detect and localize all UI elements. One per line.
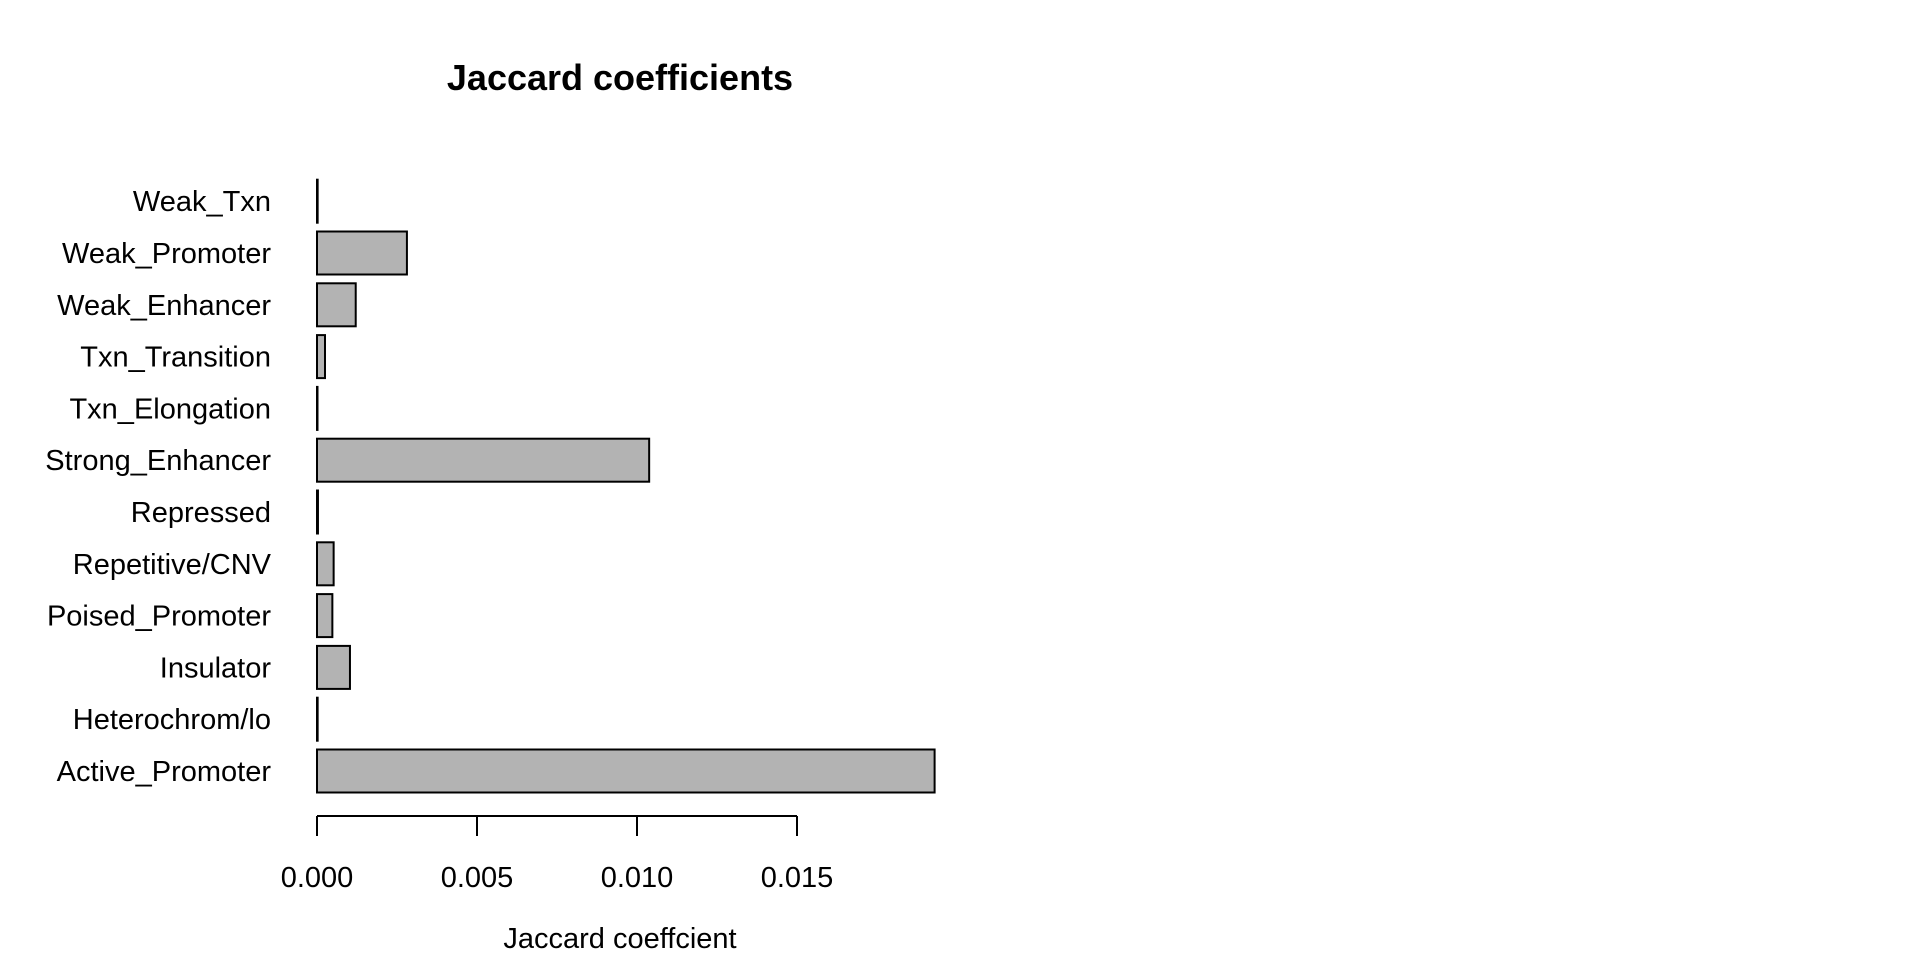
category-label: Insulator <box>160 652 272 684</box>
category-label: Heterochrom/lo <box>73 704 271 736</box>
bar-weak-txn <box>316 178 319 224</box>
bar-repressed <box>316 489 319 535</box>
bars-group <box>316 178 936 794</box>
bar-weak-promoter <box>316 230 408 276</box>
x-axis-title: Jaccard coeffcient <box>503 923 736 955</box>
category-label: Poised_Promoter <box>47 601 271 633</box>
chart-title: Jaccard coefficients <box>447 57 793 98</box>
category-label: Active_Promoter <box>57 756 272 788</box>
bar-heterochrom-lo <box>316 696 319 742</box>
bar-strong-enhancer <box>316 437 651 483</box>
category-label: Repetitive/CNV <box>73 549 272 581</box>
category-label: Weak_Txn <box>133 186 271 218</box>
bar-txn-transition <box>316 334 326 380</box>
category-label: Repressed <box>131 497 271 529</box>
x-tick-label: 0.010 <box>601 862 674 894</box>
category-label: Txn_Transition <box>80 342 271 374</box>
bar-txn-elongation <box>316 385 319 431</box>
x-tick-label: 0.015 <box>761 862 834 894</box>
category-label: Txn_Elongation <box>69 393 271 425</box>
bar-insulator <box>316 644 351 690</box>
category-label: Strong_Enhancer <box>45 445 271 477</box>
x-tick-label: 0.000 <box>281 862 354 894</box>
category-labels: Active_Promoter Heterochrom/lo Insulator Po… <box>45 186 271 788</box>
x-tick-label: 0.005 <box>441 862 514 894</box>
x-ticks: 0.000 0.005 0.010 0.015 <box>281 816 834 894</box>
bar-poised-promoter <box>316 593 334 639</box>
bar-active-promoter <box>316 748 936 794</box>
x-axis: 0.000 0.005 0.010 0.015 <box>281 815 834 894</box>
category-label: Weak_Enhancer <box>57 290 271 322</box>
bar-repetitive-cnv <box>316 541 335 587</box>
bar-weak-enhancer <box>316 282 357 328</box>
category-label: Weak_Promoter <box>62 238 271 270</box>
